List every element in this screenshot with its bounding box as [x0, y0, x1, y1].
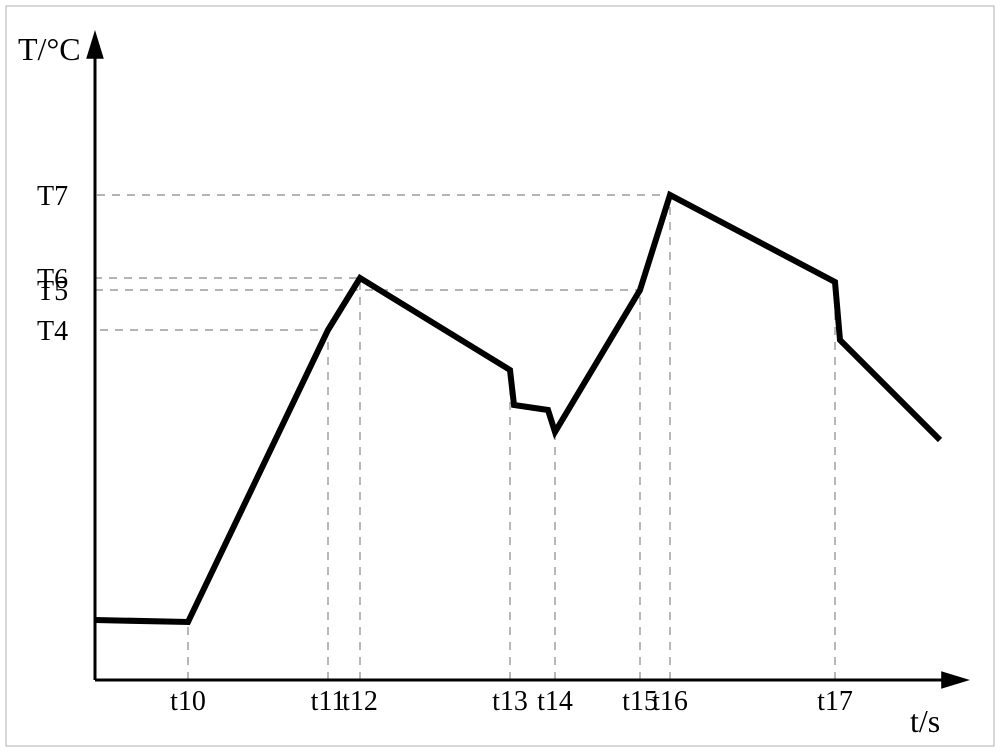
x-tick-label: t14	[537, 686, 573, 717]
y-axis-label: T/°C	[18, 31, 81, 67]
chart-background	[0, 0, 1000, 752]
x-tick-label: t10	[170, 686, 206, 717]
x-tick-label: t12	[342, 686, 378, 717]
y-tick-label: T7	[37, 181, 68, 212]
temperature-time-chart: T/°Ct/sT4T5T6T7t10t11t12t13t14t15t16t17	[0, 0, 1000, 752]
x-tick-label: t17	[817, 686, 853, 717]
y-tick-label: T4	[37, 316, 68, 347]
x-tick-label: t11	[311, 686, 346, 717]
y-tick-label: T6	[37, 264, 68, 295]
x-tick-label: t16	[652, 686, 688, 717]
x-axis-label: t/s	[910, 703, 940, 739]
x-tick-label: t13	[492, 686, 528, 717]
